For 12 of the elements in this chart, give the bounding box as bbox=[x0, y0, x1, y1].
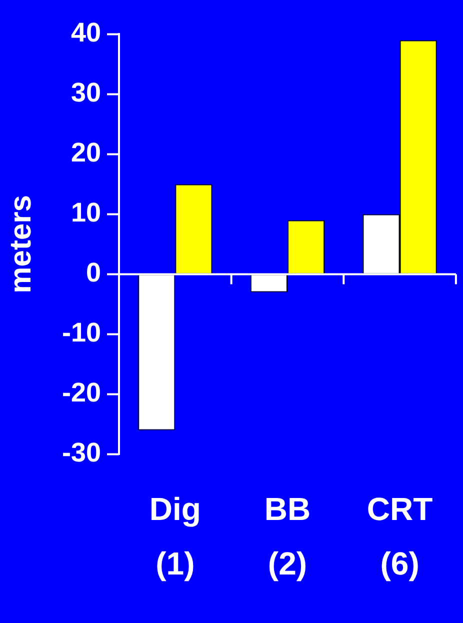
y-axis-title: meters bbox=[4, 194, 38, 294]
y-tick-label: 0 bbox=[86, 258, 102, 288]
x-tick-label: BB (2) bbox=[264, 491, 311, 582]
y-tick-label: 20 bbox=[70, 138, 102, 168]
y-tick-label: -30 bbox=[62, 438, 102, 468]
y-tick-label: -10 bbox=[62, 318, 102, 348]
y-tick-label: -20 bbox=[62, 378, 102, 408]
y-tick-label: 30 bbox=[70, 78, 102, 108]
y-tick-label: 10 bbox=[70, 198, 102, 228]
x-tick-label: Dig (1) bbox=[149, 491, 201, 582]
y-tick-label: 40 bbox=[70, 18, 102, 48]
x-tick-label: CRT (6) bbox=[366, 491, 434, 582]
